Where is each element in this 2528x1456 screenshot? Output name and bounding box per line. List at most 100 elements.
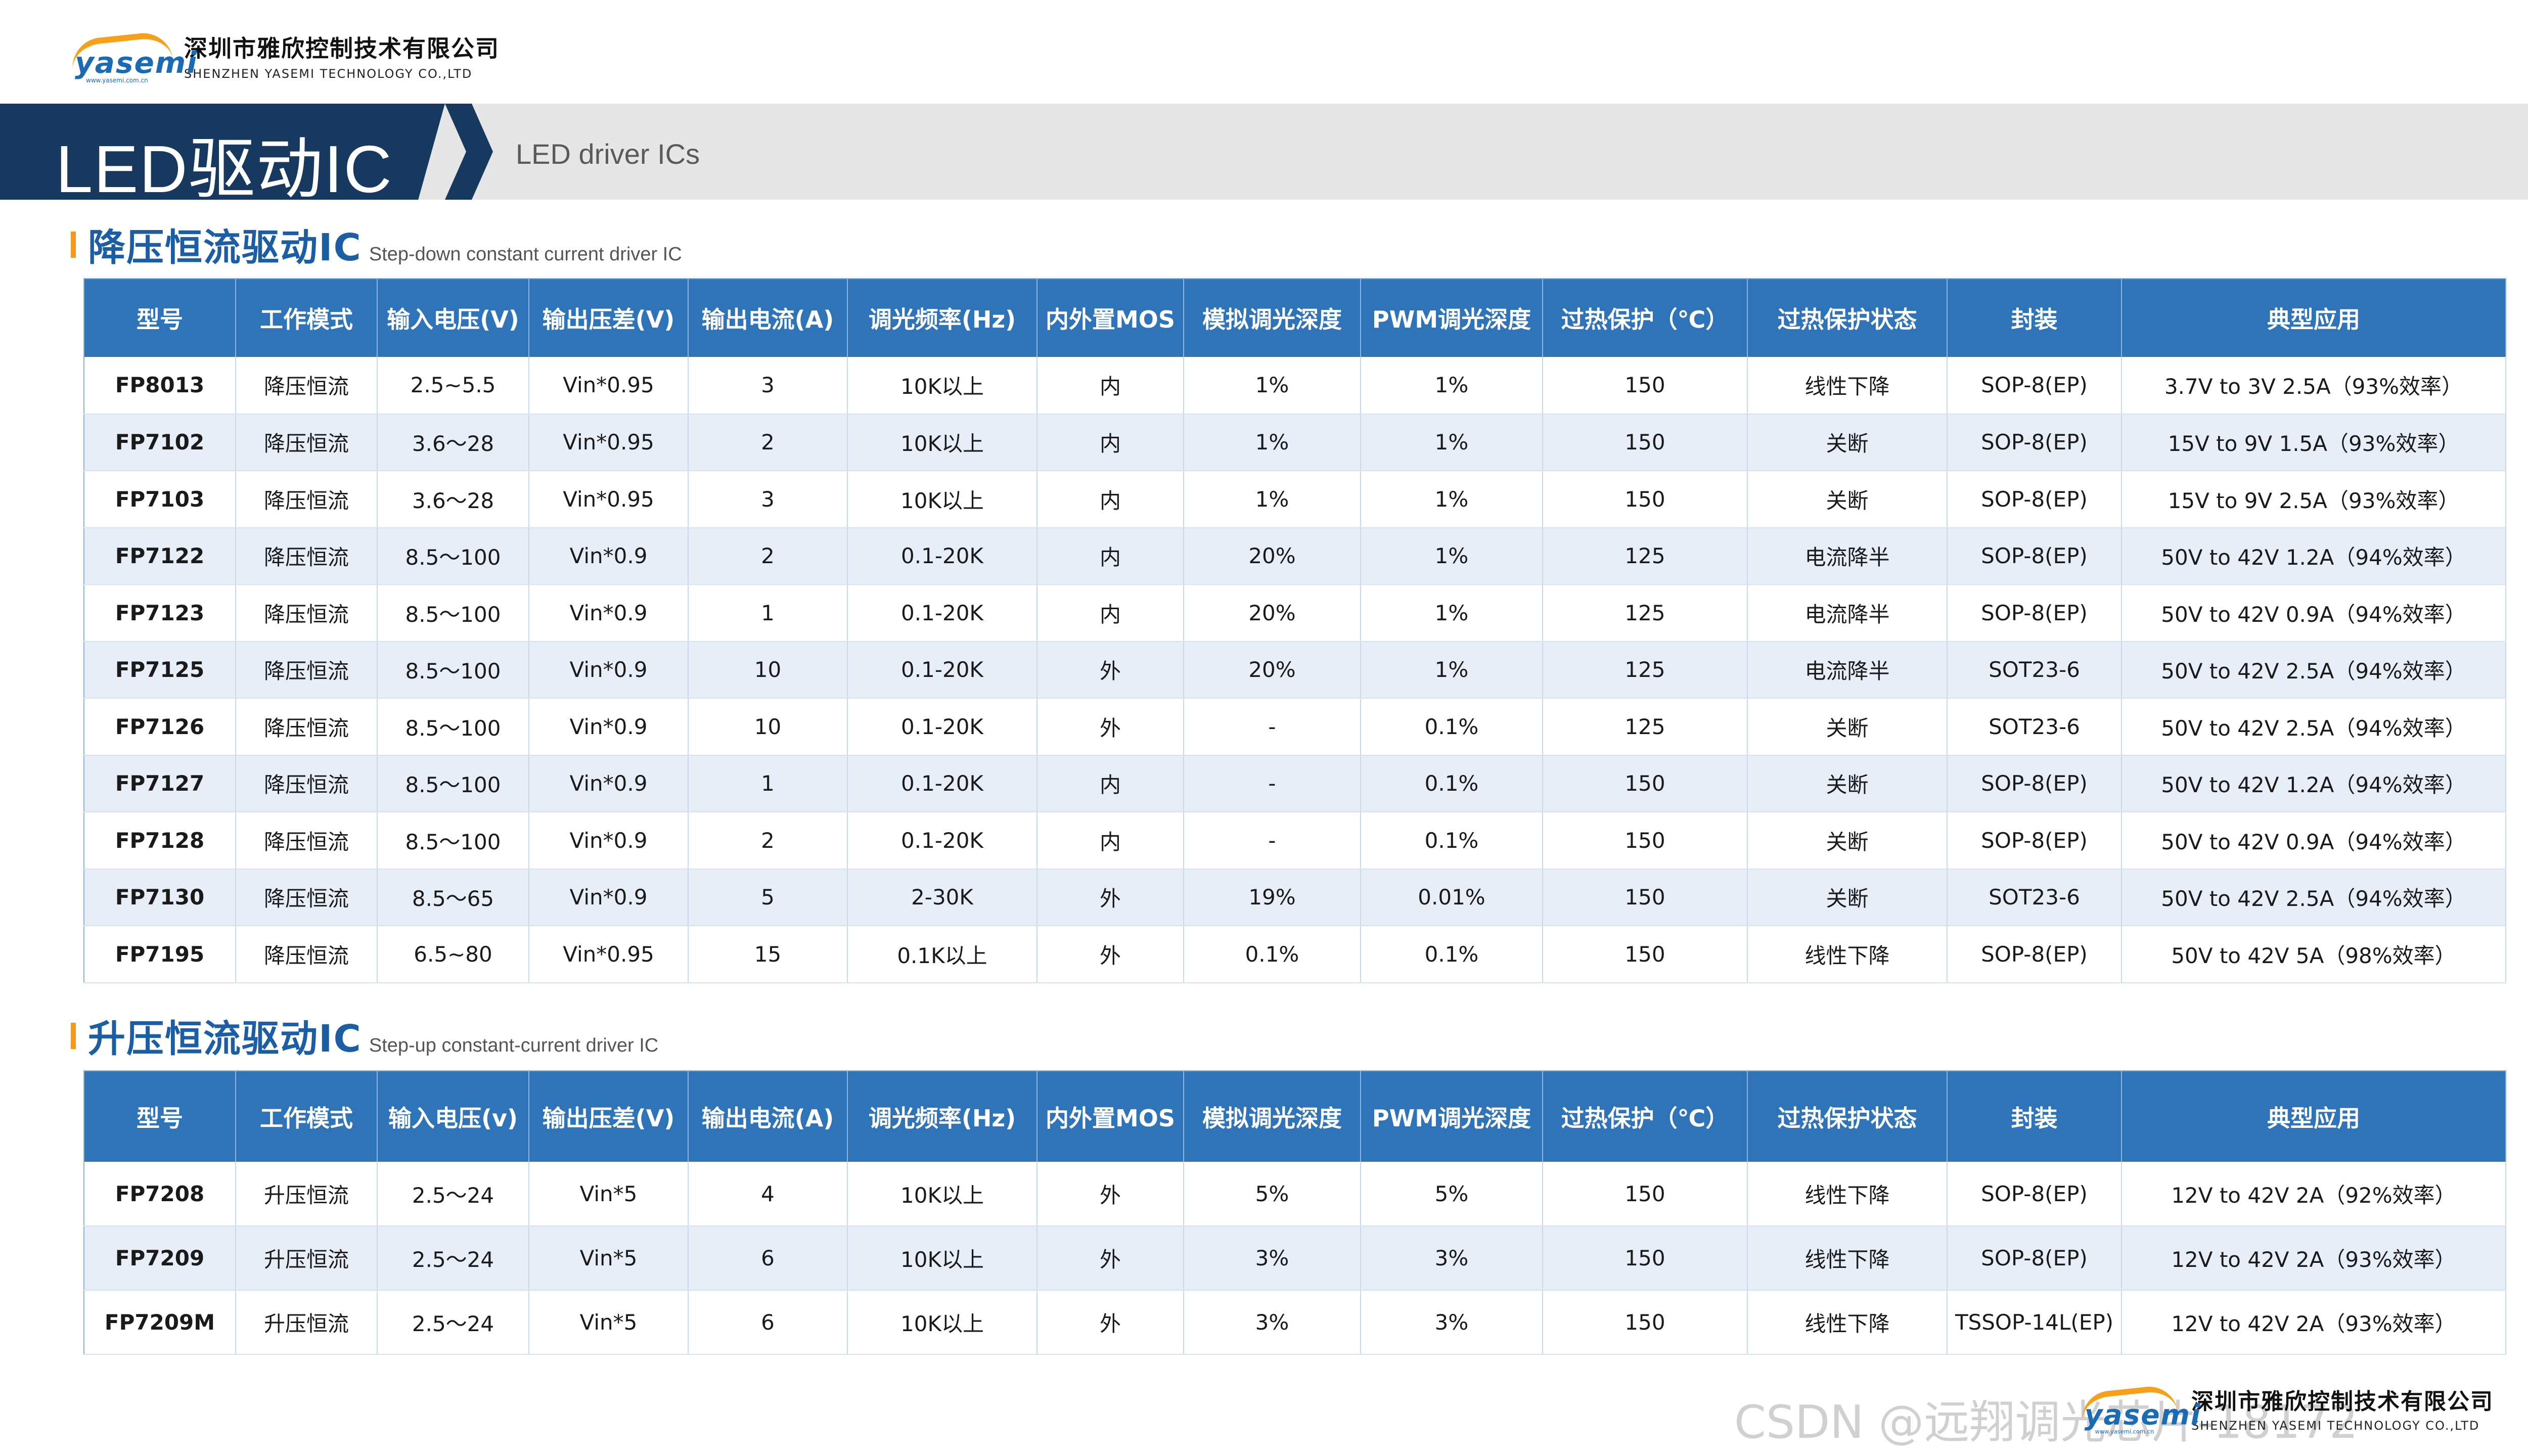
table-row: FP7195 降压恒流 6.5~80 Vin*0.95 15 0.1K以上外 0.1% 0.1…	[84, 926, 2506, 983]
table-cell: 150	[1543, 1290, 1748, 1355]
table-cell: Vin*0.95	[529, 357, 689, 415]
table-cell: 1%	[1361, 641, 1543, 699]
table-cell: 外	[1037, 1162, 1184, 1226]
table-cell: 10K以上	[847, 1226, 1037, 1291]
table-cell: 线性下降	[1747, 357, 1948, 415]
section-title-cn: 降压恒流驱动IC	[88, 226, 362, 269]
table-cell: 1	[688, 755, 848, 812]
table-header-row: 型号 工作模式 输入电压(v) 输出压差(V) 输出电流(A) 调光频率(Hz) 内外置MO…	[84, 1071, 2506, 1162]
table-cell: 内	[1037, 357, 1184, 415]
table-cell: -	[1184, 755, 1361, 812]
table-cell: 外	[1037, 641, 1184, 699]
table-cell: 10K以上	[847, 357, 1037, 415]
model-cell: FP7122	[84, 527, 236, 585]
table-cell: 5%	[1361, 1162, 1543, 1226]
table-cell: 20%	[1184, 527, 1361, 585]
table-cell: 19%	[1184, 869, 1361, 926]
column-header: 工作模式	[236, 279, 378, 357]
table-cell: Vin*0.9	[529, 698, 689, 756]
table-cell: 0.1%	[1361, 926, 1543, 983]
table-cell: 150	[1543, 755, 1748, 812]
column-header: 输入电压(v)	[377, 1071, 529, 1162]
table-cell: 外	[1037, 869, 1184, 926]
table-cell: 线性下降	[1747, 926, 1948, 983]
table-cell: SOP-8(EP)	[1947, 926, 2122, 983]
column-header: PWM调光深度	[1361, 279, 1543, 357]
table-cell: 8.5～100	[377, 812, 529, 870]
model-cell: FP7102	[84, 414, 236, 471]
page-subtitle: LED driver ICs	[516, 138, 700, 170]
logo-url: www.yasemi.com.cn	[86, 77, 148, 84]
column-header: 内外置MOS	[1037, 279, 1184, 357]
company-name-en: SHENZHEN YASEMI TECHNOLOGY CO.,LTD	[2191, 1419, 2480, 1433]
table-cell: 150	[1543, 812, 1748, 870]
column-header: 封装	[1947, 279, 2122, 357]
table-cell: 150	[1543, 357, 1748, 415]
table-cell: Vin*0.95	[529, 414, 689, 471]
table-cell: 0.1-20K	[847, 755, 1037, 812]
column-header: 内外置MOS	[1037, 1071, 1184, 1162]
table-cell: 3.6～28	[377, 471, 529, 528]
table-cell: 0.1%	[1361, 755, 1543, 812]
table-cell: 内	[1037, 527, 1184, 585]
section-accent-bar	[71, 231, 76, 258]
table-cell: 125	[1543, 584, 1748, 642]
table-cell: 8.5～65	[377, 869, 529, 926]
table-cell: 降压恒流	[236, 926, 378, 983]
step-down-table: 型号 工作模式 输入电压(V) 输出压差(V) 输出电流(A) 调光频率(Hz) 内外置MO…	[83, 278, 2506, 983]
table-cell: TSSOP-14L(EP)	[1947, 1290, 2122, 1355]
table-cell: 10	[688, 698, 848, 756]
table-cell: 3.6～28	[377, 414, 529, 471]
table-cell: Vin*0.9	[529, 584, 689, 642]
table-cell: 10	[688, 641, 848, 699]
table-cell: 125	[1543, 698, 1748, 756]
column-header: 型号	[84, 279, 236, 357]
table-header-row: 型号 工作模式 输入电压(V) 输出压差(V) 输出电流(A) 调光频率(Hz) 内外置MO…	[84, 279, 2506, 357]
table-cell: 降压恒流	[236, 527, 378, 585]
table-cell: SOP-8(EP)	[1947, 755, 2122, 812]
table-cell: 50V to 42V 2.5A（94%效率）	[2121, 641, 2506, 699]
table-cell: 1%	[1184, 471, 1361, 528]
column-header: 典型应用	[2121, 1071, 2506, 1162]
column-header: 过热保护（℃）	[1543, 279, 1748, 357]
table-cell: 8.5～100	[377, 584, 529, 642]
table-cell: 1%	[1184, 357, 1361, 415]
section-title-en: Step-up constant-current driver IC	[369, 1035, 659, 1056]
column-header: PWM调光深度	[1361, 1071, 1543, 1162]
table-cell: 10K以上	[847, 1290, 1037, 1355]
table-cell: 关断	[1747, 471, 1948, 528]
table-cell: SOP-8(EP)	[1947, 1162, 2122, 1226]
table-cell: 降压恒流	[236, 414, 378, 471]
table-cell: 50V to 42V 5A（98%效率）	[2121, 926, 2506, 983]
column-header: 输出压差(V)	[529, 279, 689, 357]
table-cell: 8.5～100	[377, 755, 529, 812]
table-row: FP7125 降压恒流 8.5～100 Vin*0.9 10 0.1-20K 外 20% 1% 1…	[84, 641, 2506, 699]
yasemi-logo: yasemi www.yasemi.com.cn	[69, 30, 197, 84]
csdn-watermark: CSDN @远翔调光芯片-18172	[1734, 1396, 2358, 1449]
model-cell: FP7195	[84, 926, 236, 983]
column-header: 输出电流(A)	[688, 279, 848, 357]
table-cell: 3	[688, 471, 848, 528]
logo-wordmark: yasemi	[2084, 1398, 2201, 1431]
table-cell: 3%	[1184, 1226, 1361, 1291]
table-cell: 关断	[1747, 698, 1948, 756]
column-header: 过热保护状态	[1747, 279, 1948, 357]
table-cell: Vin*0.95	[529, 471, 689, 528]
company-header: yasemi www.yasemi.com.cn 深圳市雅欣控制技术有限公司 S…	[69, 30, 500, 84]
table-cell: 关断	[1747, 869, 1948, 926]
table-cell: 1	[688, 584, 848, 642]
table-cell: 50V to 42V 1.2A（94%效率）	[2121, 527, 2506, 585]
table-cell: Vin*0.9	[529, 812, 689, 870]
table-cell: 1%	[1361, 527, 1543, 585]
table-row: FP7102 降压恒流 3.6～28 Vin*0.95 2 10K以上内 1% 1% 150 关断…	[84, 414, 2506, 471]
table-cell: 内	[1037, 812, 1184, 870]
table-cell: Vin*0.9	[529, 641, 689, 699]
column-header: 工作模式	[236, 1071, 378, 1162]
table-cell: 20%	[1184, 641, 1361, 699]
model-cell: FP7208	[84, 1162, 236, 1226]
table-cell: 2.5～24	[377, 1290, 529, 1355]
table-cell: 0.1K以上	[847, 926, 1037, 983]
table-cell: 线性下降	[1747, 1226, 1948, 1291]
table-cell: 内	[1037, 414, 1184, 471]
table-cell: 电流降半	[1747, 641, 1948, 699]
